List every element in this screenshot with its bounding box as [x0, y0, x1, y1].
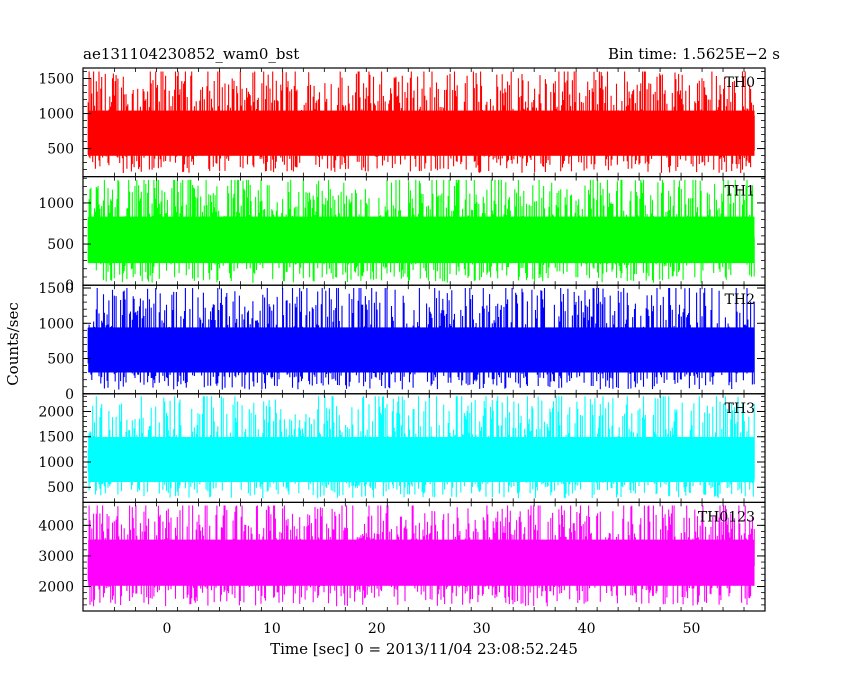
x-tick-label: 10 — [263, 621, 281, 637]
panel-label-th1: TH1 — [725, 184, 755, 200]
panel-th3: 500 1000 1500 2000 TH3 — [38, 393, 766, 503]
panel-th1: 0 500 1000 TH1 — [38, 176, 766, 294]
y-tick-label: 4000 — [38, 518, 74, 534]
y-tick-label: 2000 — [38, 580, 74, 596]
y-tick-label: 500 — [47, 352, 74, 368]
y-tick-label: 1500 — [38, 72, 74, 88]
x-tick-label: 30 — [473, 621, 491, 637]
series-line-th0 — [87, 71, 755, 174]
y-tick-label: 2000 — [38, 404, 74, 420]
y-tick-label: 500 — [47, 142, 74, 158]
y-tick-label: 1000 — [38, 455, 74, 471]
chart-title-left: ae131104230852_wam0_bst — [83, 45, 299, 63]
series-line-th0123 — [87, 505, 755, 607]
y-tick-label: 500 — [47, 480, 74, 496]
y-axis-label: Counts/sec — [4, 302, 22, 386]
x-tick-label: 20 — [368, 621, 386, 637]
y-tick-label: 3000 — [38, 549, 74, 565]
panel-label-th2: TH2 — [725, 292, 755, 308]
y-tick-label: 0 — [65, 278, 74, 294]
series-line-th3 — [87, 396, 755, 499]
panel-th0: 500 1000 1500 TH0 — [38, 67, 766, 178]
x-tick-label: 40 — [578, 621, 596, 637]
x-tick-label: 50 — [683, 621, 701, 637]
x-tick-label: 0 — [162, 621, 171, 637]
y-tick-label: 1000 — [38, 196, 74, 212]
series-line-th1 — [87, 179, 755, 283]
y-tick-label: 0 — [65, 387, 74, 403]
y-tick-label: 500 — [47, 237, 74, 253]
series-line-th2 — [87, 288, 755, 390]
panel-frame — [82, 501, 766, 612]
panel-label-th0123: TH0123 — [698, 509, 755, 525]
y-tick-label: 1000 — [38, 107, 74, 123]
panel-th0123: 2000 3000 4000 TH0123 — [38, 501, 766, 612]
panel-label-th3: TH3 — [725, 401, 755, 417]
panel-label-th0: TH0 — [725, 75, 755, 91]
x-axis-label: Time [sec] 0 = 2013/11/04 23:08:52.245 — [270, 640, 578, 658]
y-tick-label: 1000 — [38, 316, 74, 332]
y-tick-label: 1500 — [38, 430, 74, 446]
chart-title-right: Bin time: 1.5625E−2 s — [608, 45, 780, 63]
y-tick-label: 1500 — [38, 281, 74, 297]
panel-th2: 0 500 1000 1500 TH2 — [38, 281, 766, 403]
